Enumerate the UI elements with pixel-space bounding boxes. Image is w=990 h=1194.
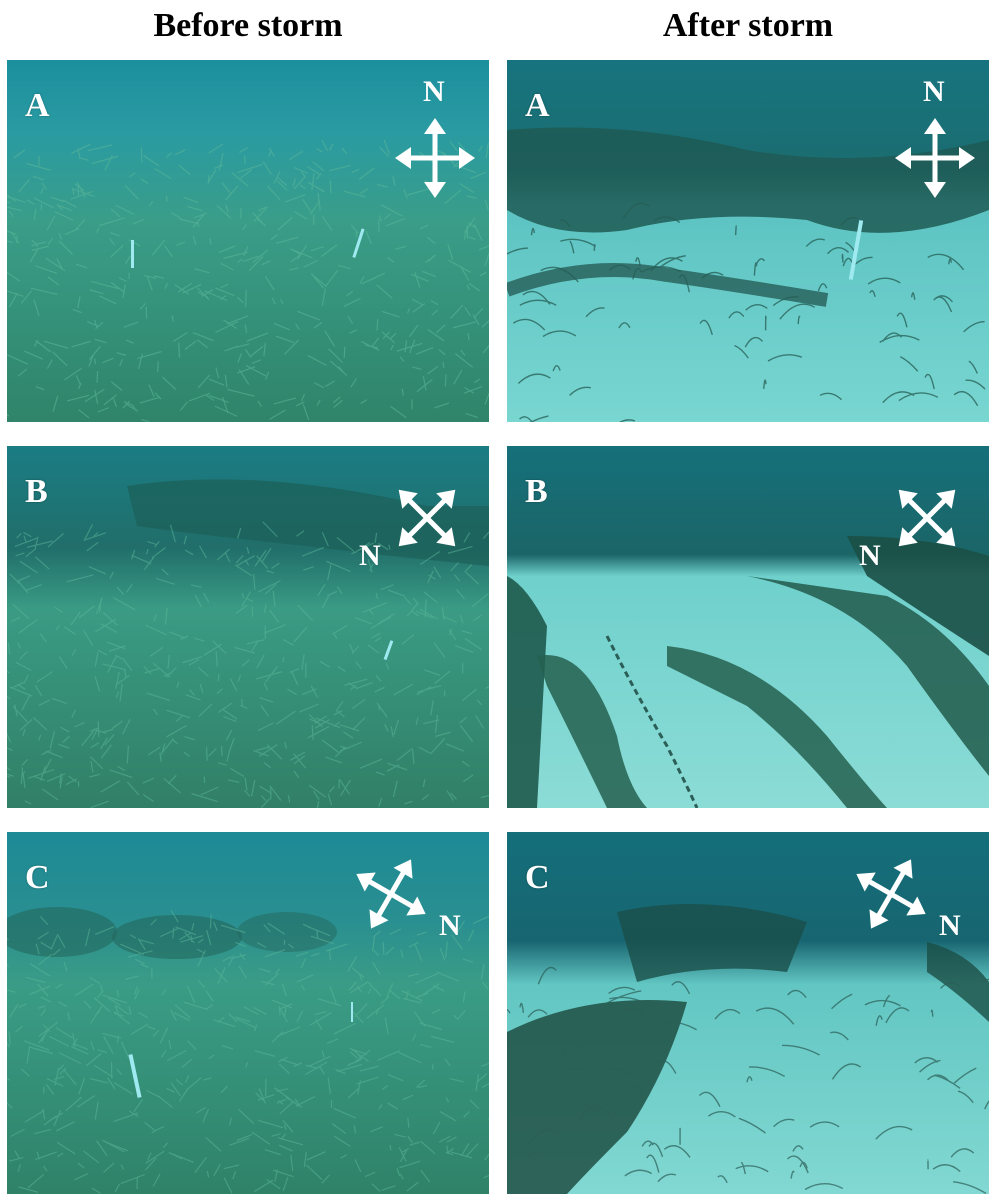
panel-label: B xyxy=(525,472,548,512)
north-label: N xyxy=(939,910,961,942)
photo-panel-b-before: B N xyxy=(7,446,489,808)
compass-arrows-icon xyxy=(341,844,441,944)
panel-label: C xyxy=(525,858,550,898)
north-label: N xyxy=(439,910,461,942)
photo-panel-a-after: A N xyxy=(507,60,989,422)
panel-label: B xyxy=(25,472,48,512)
north-label: N xyxy=(923,76,945,108)
compass-arrows-icon xyxy=(885,108,985,208)
north-label: N xyxy=(423,76,445,108)
photo-panel-a-before: A N xyxy=(7,60,489,422)
compass-arrows-icon xyxy=(377,468,477,568)
compass-arrows-icon xyxy=(841,844,941,944)
compass-arrows-icon xyxy=(385,108,485,208)
photo-panel-c-before: C N xyxy=(7,832,489,1194)
panel-label: A xyxy=(525,86,550,126)
north-label: N xyxy=(859,540,881,572)
header-after-storm: After storm xyxy=(508,4,988,48)
panel-label: C xyxy=(25,858,50,898)
photo-panel-b-after: B N xyxy=(507,446,989,808)
compass-arrows-icon xyxy=(877,468,977,568)
header-before-storm: Before storm xyxy=(8,4,488,48)
panel-label: A xyxy=(25,86,50,126)
north-label: N xyxy=(359,540,381,572)
photo-panel-c-after: C N xyxy=(507,832,989,1194)
